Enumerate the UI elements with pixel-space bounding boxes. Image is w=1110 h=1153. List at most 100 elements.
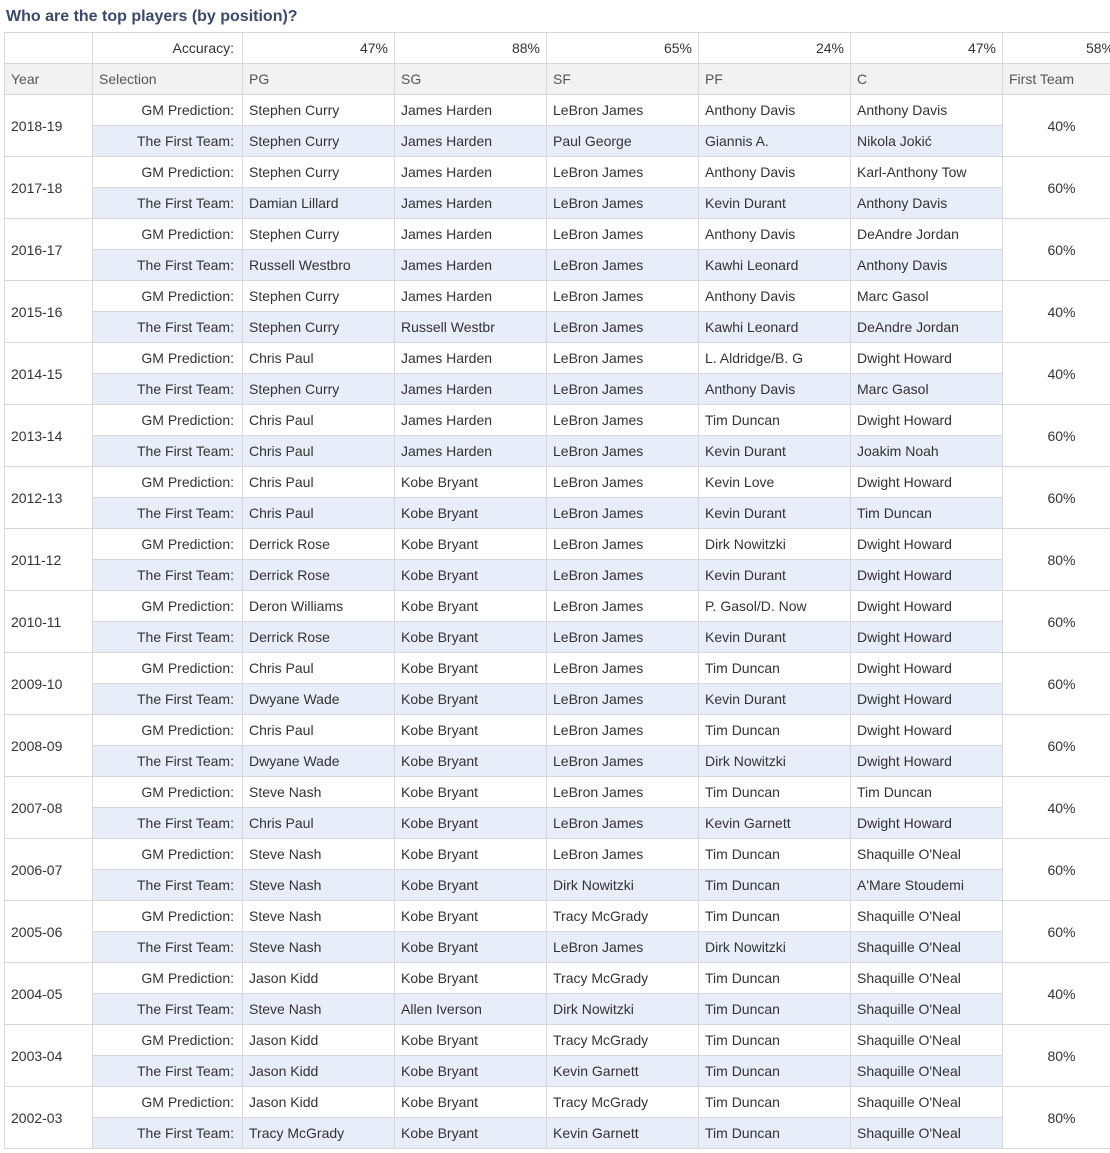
cell-pf: Anthony Davis — [699, 95, 851, 126]
first-team-row: The First Team:Stephen CurryJames Harden… — [5, 374, 1110, 405]
cell-pg: Jason Kidd — [243, 963, 395, 994]
cell-sg: Kobe Bryant — [395, 622, 547, 653]
cell-sg: Kobe Bryant — [395, 839, 547, 870]
first-team-pct: 80% — [1003, 529, 1110, 591]
cell-sf: LeBron James — [547, 219, 699, 250]
cell-sg: Russell Westbr — [395, 312, 547, 343]
cell-pg: Stephen Curry — [243, 281, 395, 312]
cell-pg: Derrick Rose — [243, 529, 395, 560]
gm-row: 2002-03GM Prediction:Jason KiddKobe Brya… — [5, 1087, 1110, 1118]
year-cell: 2007-08 — [5, 777, 93, 839]
selection-ft: The First Team: — [93, 560, 243, 591]
cell-pf: Tim Duncan — [699, 963, 851, 994]
year-cell: 2011-12 — [5, 529, 93, 591]
year-cell: 2010-11 — [5, 591, 93, 653]
cell-sf: Dirk Nowitzki — [547, 994, 699, 1025]
header-year: Year — [5, 64, 93, 95]
cell-sf: Tracy McGrady — [547, 901, 699, 932]
selection-ft: The First Team: — [93, 622, 243, 653]
cell-pg: Chris Paul — [243, 808, 395, 839]
cell-pg: Stephen Curry — [243, 374, 395, 405]
cell-sf: LeBron James — [547, 374, 699, 405]
cell-pf: P. Gasol/D. Now — [699, 591, 851, 622]
cell-sf: LeBron James — [547, 684, 699, 715]
cell-sg: Kobe Bryant — [395, 777, 547, 808]
cell-pg: Derrick Rose — [243, 622, 395, 653]
cell-pg: Deron Williams — [243, 591, 395, 622]
gm-row: 2004-05GM Prediction:Jason KiddKobe Brya… — [5, 963, 1110, 994]
first-team-row: The First Team:Dwyane WadeKobe BryantLeB… — [5, 684, 1110, 715]
cell-pg: Jason Kidd — [243, 1087, 395, 1118]
cell-c: Dwight Howard — [851, 622, 1003, 653]
cell-pf: Tim Duncan — [699, 653, 851, 684]
year-cell: 2015-16 — [5, 281, 93, 343]
cell-pf: Tim Duncan — [699, 1025, 851, 1056]
year-cell: 2005-06 — [5, 901, 93, 963]
page-title: Who are the top players (by position)? — [4, 4, 1106, 32]
cell-sg: Kobe Bryant — [395, 1056, 547, 1087]
gm-row: 2012-13GM Prediction:Chris PaulKobe Brya… — [5, 467, 1110, 498]
cell-sg: James Harden — [395, 343, 547, 374]
cell-pf: Tim Duncan — [699, 1056, 851, 1087]
cell-c: Dwight Howard — [851, 529, 1003, 560]
cell-c: Dwight Howard — [851, 343, 1003, 374]
cell-c: Shaquille O'Neal — [851, 963, 1003, 994]
cell-sf: LeBron James — [547, 622, 699, 653]
first-team-row: The First Team:Chris PaulKobe BryantLeBr… — [5, 808, 1110, 839]
first-team-pct: 60% — [1003, 715, 1110, 777]
first-team-row: The First Team:Steve NashKobe BryantDirk… — [5, 870, 1110, 901]
gm-row: 2008-09GM Prediction:Chris PaulKobe Brya… — [5, 715, 1110, 746]
gm-row: 2006-07GM Prediction:Steve NashKobe Brya… — [5, 839, 1110, 870]
selection-gm: GM Prediction: — [93, 95, 243, 126]
cell-pf: Kawhi Leonard — [699, 250, 851, 281]
cell-pf: Kevin Durant — [699, 560, 851, 591]
cell-pf: Kevin Garnett — [699, 808, 851, 839]
year-cell: 2012-13 — [5, 467, 93, 529]
cell-pg: Chris Paul — [243, 436, 395, 467]
cell-pg: Stephen Curry — [243, 126, 395, 157]
cell-sg: Kobe Bryant — [395, 467, 547, 498]
cell-c: Anthony Davis — [851, 188, 1003, 219]
cell-sg: Kobe Bryant — [395, 932, 547, 963]
cell-pg: Jason Kidd — [243, 1056, 395, 1087]
first-team-row: The First Team:Tracy McGradyKobe BryantK… — [5, 1118, 1110, 1149]
header-sf: SF — [547, 64, 699, 95]
cell-c: Dwight Howard — [851, 560, 1003, 591]
cell-c: Karl-Anthony Tow — [851, 157, 1003, 188]
header-selection: Selection — [93, 64, 243, 95]
accuracy-sf: 65% — [547, 33, 699, 64]
cell-c: Nikola Jokić — [851, 126, 1003, 157]
header-row: YearSelectionPGSGSFPFCFirst Team — [5, 64, 1110, 95]
cell-pf: Dirk Nowitzki — [699, 529, 851, 560]
cell-pf: Tim Duncan — [699, 901, 851, 932]
first-team-pct: 60% — [1003, 839, 1110, 901]
cell-pg: Chris Paul — [243, 498, 395, 529]
selection-ft: The First Team: — [93, 1118, 243, 1149]
first-team-pct: 40% — [1003, 777, 1110, 839]
cell-sg: Allen Iverson — [395, 994, 547, 1025]
cell-pg: Stephen Curry — [243, 95, 395, 126]
cell-c: Shaquille O'Neal — [851, 1087, 1003, 1118]
cell-sg: James Harden — [395, 126, 547, 157]
gm-row: 2014-15GM Prediction:Chris PaulJames Har… — [5, 343, 1110, 374]
selection-gm: GM Prediction: — [93, 529, 243, 560]
cell-pf: Tim Duncan — [699, 1118, 851, 1149]
cell-pg: Stephen Curry — [243, 157, 395, 188]
cell-pf: Tim Duncan — [699, 870, 851, 901]
header-sg: SG — [395, 64, 547, 95]
cell-pf: Tim Duncan — [699, 405, 851, 436]
cell-pg: Steve Nash — [243, 839, 395, 870]
first-team-row: The First Team:Dwyane WadeKobe BryantLeB… — [5, 746, 1110, 777]
gm-row: 2007-08GM Prediction:Steve NashKobe Brya… — [5, 777, 1110, 808]
first-team-row: The First Team:Stephen CurryJames Harden… — [5, 126, 1110, 157]
cell-c: Anthony Davis — [851, 250, 1003, 281]
selection-gm: GM Prediction: — [93, 219, 243, 250]
gm-row: 2018-19GM Prediction:Stephen CurryJames … — [5, 95, 1110, 126]
cell-c: Dwight Howard — [851, 715, 1003, 746]
cell-sf: LeBron James — [547, 405, 699, 436]
first-team-pct: 40% — [1003, 95, 1110, 157]
selection-gm: GM Prediction: — [93, 157, 243, 188]
cell-pg: Derrick Rose — [243, 560, 395, 591]
cell-pf: Dirk Nowitzki — [699, 746, 851, 777]
cell-sg: Kobe Bryant — [395, 746, 547, 777]
